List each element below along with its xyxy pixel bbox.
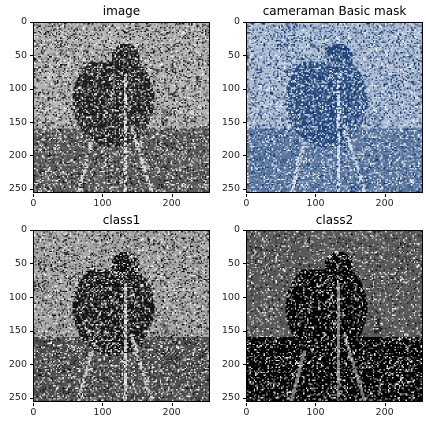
y-tick-label: 200 [216,359,246,370]
x-tick-label: 200 [370,194,400,209]
y-tick-label: 150 [216,325,246,336]
panel-title-mask: cameraman Basic mask [262,4,407,18]
y-tick-label: 100 [3,83,33,94]
y-tick-label: 100 [216,292,246,303]
panel-class1: class1 [0,213,213,427]
y-tick-label: 50 [3,50,33,61]
y-tick-label: 250 [216,183,246,194]
y-tick-label: 50 [216,258,246,269]
y-tick-label: 150 [216,117,246,128]
y-tick-label: 100 [3,292,33,303]
y-tick-label: 200 [3,359,33,370]
panel-class2: class2 [213,213,426,427]
mask-plot [246,22,423,193]
mask-canvas [247,23,422,192]
panel-title-class2: class2 [315,213,354,227]
x-tick-label: 100 [87,403,117,418]
x-tick-label: 0 [18,403,48,418]
image-canvas [34,23,209,192]
class2-plot [246,230,423,402]
y-tick-label: 0 [3,16,33,27]
y-tick-label: 150 [3,325,33,336]
panel-title-class1: class1 [102,213,141,227]
y-tick-label: 100 [216,83,246,94]
class2-canvas [247,231,422,401]
image-plot [33,22,210,193]
x-tick-label: 100 [300,403,330,418]
class1-canvas [34,231,209,401]
y-tick-label: 200 [3,150,33,161]
panel-mask: cameraman Basic mask [213,0,426,213]
y-tick-label: 250 [216,392,246,403]
y-tick-label: 250 [3,183,33,194]
y-tick-label: 0 [216,224,246,235]
y-tick-label: 0 [216,16,246,27]
x-tick-label: 0 [231,194,261,209]
y-tick-label: 50 [3,258,33,269]
class1-plot [33,230,210,402]
y-tick-label: 50 [216,50,246,61]
y-tick-label: 250 [3,392,33,403]
x-tick-label: 100 [300,194,330,209]
panel-image: image [0,0,213,213]
x-tick-label: 0 [231,403,261,418]
y-tick-label: 150 [3,117,33,128]
x-tick-label: 200 [157,403,187,418]
x-tick-label: 200 [370,403,400,418]
panel-title-image: image [102,4,141,18]
x-tick-label: 200 [157,194,187,209]
y-tick-label: 0 [3,224,33,235]
x-tick-label: 0 [18,194,48,209]
y-tick-label: 200 [216,150,246,161]
x-tick-label: 100 [87,194,117,209]
